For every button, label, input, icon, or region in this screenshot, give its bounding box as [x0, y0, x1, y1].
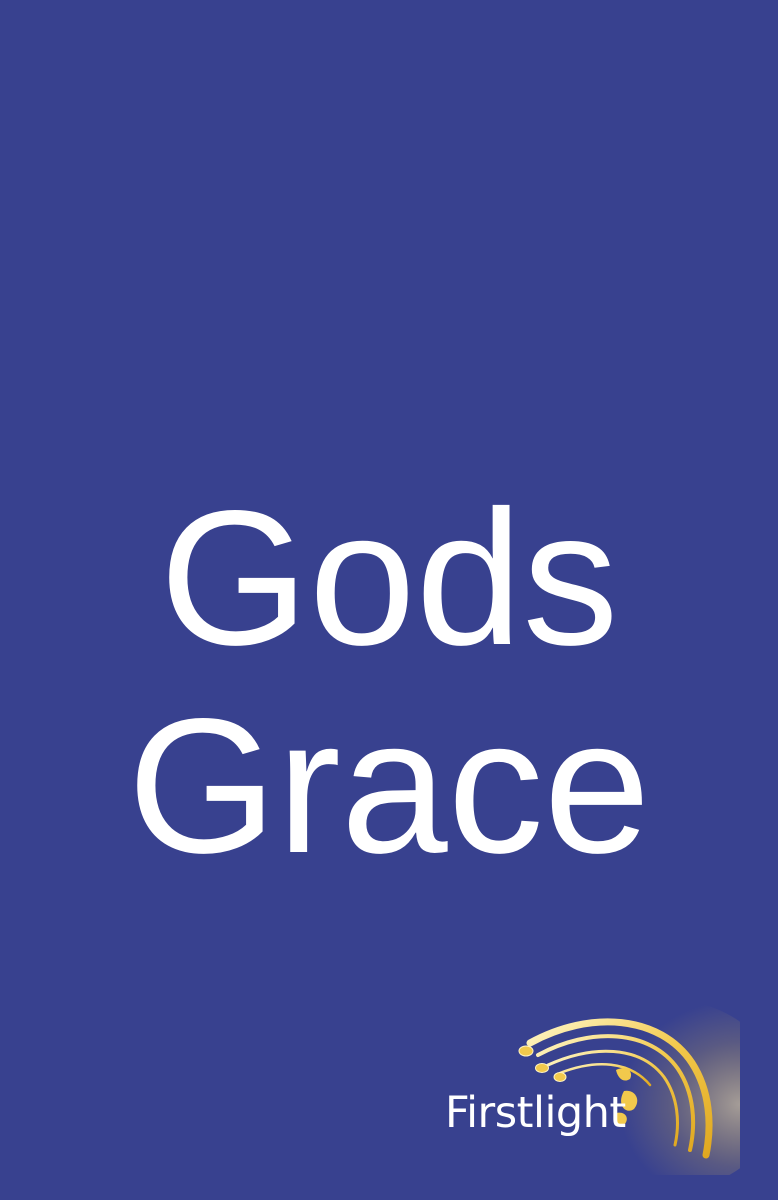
shooting-star-swoosh-icon	[518, 1005, 740, 1175]
publisher-name: Firstlight	[445, 1088, 626, 1138]
cover-title: Gods Grace	[0, 469, 778, 893]
publisher-logo: Firstlight	[420, 1005, 740, 1175]
cover-title-line-2: Grace	[127, 677, 651, 893]
cover-title-line-1: Gods	[159, 469, 619, 685]
